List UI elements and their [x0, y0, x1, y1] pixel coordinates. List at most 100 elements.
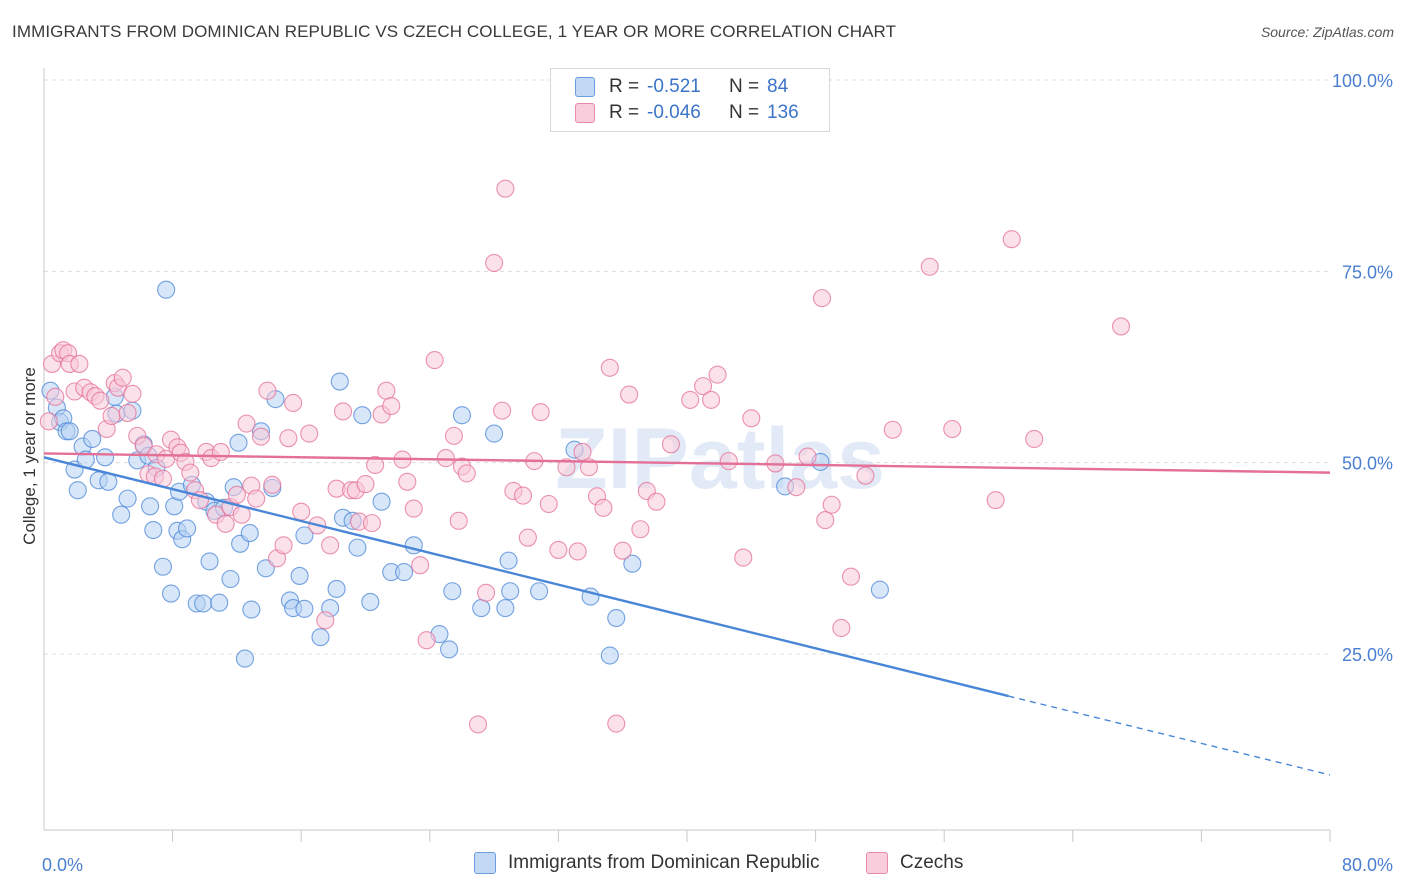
point-czech	[943, 419, 962, 439]
bottom-legend-item-czechs[interactable]: Czechs	[866, 852, 963, 874]
legend-row-dominican: R = -0.521 N = 84	[575, 75, 788, 99]
bottom-legend-label: Czechs	[900, 852, 964, 873]
point-czech	[425, 351, 444, 370]
point-czech	[118, 403, 137, 422]
point-dominican	[870, 580, 889, 599]
point-czech	[91, 391, 110, 410]
y-tick-label: 25.0%	[1342, 645, 1393, 665]
point-czech	[568, 542, 587, 561]
point-czech	[1111, 317, 1131, 336]
point-czech	[493, 401, 512, 420]
gridlines	[44, 79, 1330, 655]
point-czech	[417, 631, 436, 650]
point-dominican	[229, 433, 248, 452]
point-czech	[557, 458, 576, 477]
point-czech	[702, 390, 721, 409]
point-czech	[216, 514, 235, 533]
point-czech	[123, 384, 142, 403]
point-czech	[436, 449, 455, 468]
point-dominican	[221, 569, 240, 589]
legend-r-value: -0.046	[647, 102, 701, 123]
point-czech	[46, 387, 65, 406]
point-czech	[579, 458, 598, 477]
point-dominican	[112, 505, 131, 524]
point-czech	[292, 502, 311, 521]
point-czech	[411, 556, 430, 575]
point-dominican	[353, 406, 372, 425]
axis-labels: 25.0% 50.0% 75.0% 100.0% 0.0% 80.0% College, 1…	[20, 71, 1393, 875]
point-czech	[102, 406, 121, 426]
point-czech	[251, 427, 271, 446]
point-czech	[181, 463, 200, 482]
point-dominican	[472, 599, 491, 618]
point-czech	[719, 452, 738, 471]
point-czech	[531, 403, 550, 422]
point-dominican	[327, 579, 346, 598]
point-czech	[832, 618, 851, 638]
point-dominican	[242, 600, 261, 619]
points-layer	[39, 179, 1131, 734]
point-czech	[620, 385, 639, 404]
point-czech	[1025, 429, 1044, 448]
point-czech	[986, 491, 1005, 510]
point-dominican	[68, 481, 87, 500]
point-czech	[513, 486, 533, 505]
legend-n-label: N =	[729, 76, 760, 97]
point-dominican	[607, 608, 626, 628]
point-czech	[356, 475, 375, 494]
point-dominican	[235, 649, 254, 668]
point-dominican	[440, 640, 459, 659]
point-czech	[518, 528, 537, 547]
point-czech	[279, 429, 298, 448]
point-czech	[822, 495, 841, 514]
legend-r-value: -0.521	[647, 76, 701, 97]
point-dominican	[161, 584, 181, 603]
point-dominican	[141, 497, 160, 516]
point-dominican	[395, 563, 414, 582]
point-dominican	[60, 422, 79, 441]
point-dominican	[295, 526, 314, 545]
legend-row-czechs: R = -0.046 N = 136	[575, 101, 799, 125]
y-tick-label: 50.0%	[1342, 454, 1393, 474]
point-czech	[539, 494, 558, 514]
point-czech	[681, 390, 700, 409]
axes	[43, 68, 1331, 842]
trend-lines	[43, 452, 1331, 776]
point-czech	[449, 511, 468, 530]
point-czech	[734, 548, 753, 567]
point-dominican	[330, 372, 349, 391]
point-czech	[613, 541, 632, 560]
point-czech	[607, 714, 626, 733]
point-czech	[496, 179, 515, 198]
point-dominican	[200, 552, 219, 571]
point-czech	[457, 464, 476, 483]
point-czech	[708, 365, 727, 384]
point-czech	[841, 567, 861, 586]
point-dominican	[600, 646, 619, 665]
point-czech	[211, 442, 230, 462]
bottom-legend: Immigrants from Dominican Republic Czech…	[0, 852, 1406, 878]
point-czech	[366, 455, 385, 475]
point-czech	[113, 368, 132, 387]
point-czech	[661, 435, 680, 454]
point-dominican	[157, 280, 176, 299]
point-czech	[258, 381, 277, 400]
point-czech	[1002, 230, 1021, 249]
source-label: Source: ZipAtlas.com	[1260, 24, 1394, 40]
point-czech	[883, 420, 902, 439]
legend-swatch-blue	[575, 77, 595, 97]
bottom-legend-label: Immigrants from Dominican Republic	[508, 852, 820, 873]
bottom-legend-item-dominican[interactable]: Immigrants from Dominican Republic	[474, 852, 820, 874]
point-dominican	[452, 406, 472, 425]
point-czech	[70, 354, 89, 373]
point-dominican	[290, 566, 309, 585]
point-czech	[263, 475, 282, 494]
point-czech	[227, 485, 246, 504]
point-dominican	[118, 489, 137, 508]
point-dominican	[530, 582, 549, 601]
point-dominican	[372, 492, 391, 511]
point-czech	[274, 536, 293, 555]
legend-n-label: N =	[729, 102, 760, 123]
point-czech	[920, 257, 939, 276]
point-czech	[247, 489, 266, 508]
